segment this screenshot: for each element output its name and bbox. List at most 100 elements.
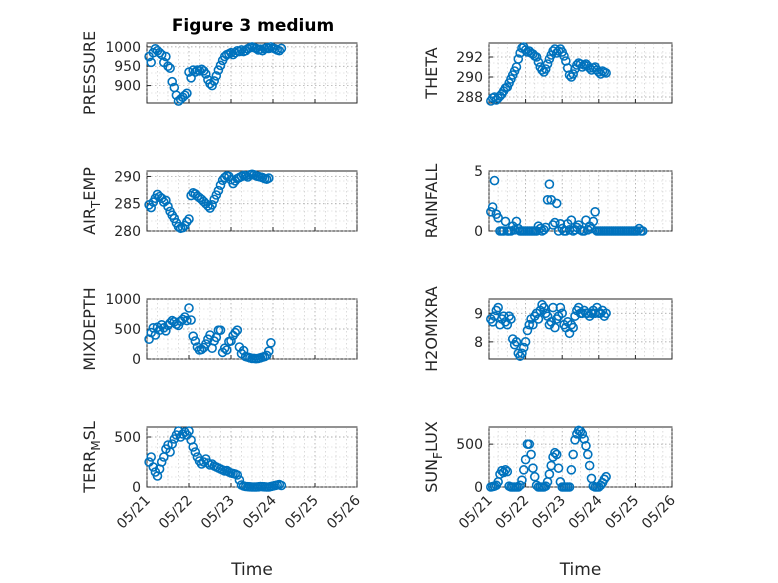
figure-title: Figure 3 medium (172, 16, 334, 36)
panel-theta: 292 290 288 THETA (422, 42, 673, 106)
y-tick-label: 292 (456, 50, 483, 66)
y-tick-label: 950 (114, 59, 141, 75)
data-point (190, 447, 201, 457)
panel-air-temp: 290 285 280 AIRTEMP (80, 167, 358, 240)
data-point (500, 216, 511, 227)
data-point (540, 481, 551, 491)
panel-h2omixra: 9 8 H2OMIXRA (422, 286, 673, 372)
y-tick-label: 500 (114, 322, 141, 338)
data-point (161, 51, 171, 62)
data-point (165, 63, 175, 73)
data-point (266, 337, 276, 348)
x-axis-label: Time (230, 560, 273, 580)
data-point (232, 325, 243, 336)
data-point (581, 441, 591, 451)
x-axis-label: Time (559, 560, 602, 580)
data-point (167, 439, 177, 449)
x-tick-label: 05/25 (602, 493, 642, 533)
data-point (529, 471, 540, 482)
data-point (489, 175, 500, 186)
y-tick-label: 8 (474, 335, 483, 351)
data-point (583, 449, 593, 460)
x-tick-label: 05/21 (456, 493, 496, 533)
data-point (238, 345, 249, 356)
data-point (531, 52, 542, 62)
data-point (550, 322, 560, 333)
y-axis-label: SUNFLUX (422, 421, 445, 493)
plot-area (146, 170, 358, 232)
y-axis-label: H2OMIXRA (422, 286, 441, 372)
y-axis-label: PRESSURE (80, 31, 99, 115)
data-point (526, 449, 536, 460)
panel-mixdepth: 1000 500 0 MIXDEPTH (80, 287, 358, 371)
data-point (544, 179, 555, 189)
data-point (513, 54, 524, 64)
y-tick-label: 288 (456, 90, 483, 106)
data-point (557, 308, 568, 319)
data-point (184, 426, 194, 436)
data-point (173, 221, 184, 232)
data-point (274, 45, 285, 56)
data-point (500, 465, 511, 475)
plot-area (488, 42, 673, 104)
data-point (524, 319, 535, 330)
data-point (506, 314, 516, 324)
data-point (211, 71, 222, 81)
data-point (524, 439, 535, 449)
data-point (542, 59, 553, 69)
data-point (207, 200, 217, 210)
data-point (584, 460, 595, 471)
x-tick-label: 05/21 (114, 493, 154, 533)
data-point (553, 463, 564, 473)
data-point (540, 64, 551, 74)
data-point (487, 202, 498, 212)
data-point (637, 226, 648, 236)
data-point (497, 465, 507, 476)
y-axis-label: TERRMSL (80, 421, 103, 494)
data-point (528, 463, 538, 473)
x-tick-label: 05/23 (529, 493, 569, 533)
y-tick-label: 5 (474, 164, 483, 180)
data-point (215, 60, 226, 71)
y-tick-label: 1000 (105, 292, 141, 308)
y-tick-label: 9 (474, 306, 483, 322)
data-point (502, 466, 513, 477)
data-point (564, 482, 575, 492)
data-point (542, 195, 553, 205)
data-point (163, 61, 173, 72)
y-tick-label: 285 (114, 197, 141, 213)
data-point (517, 475, 527, 485)
data-point (230, 327, 240, 338)
data-point (213, 185, 224, 196)
y-tick-label: 0 (474, 224, 483, 240)
x-tick-label: 05/25 (282, 493, 322, 533)
y-tick-label: 500 (114, 430, 141, 446)
data-point (568, 322, 578, 333)
data-point (486, 207, 496, 217)
data-point (522, 325, 533, 336)
data-point (180, 90, 190, 101)
data-point (555, 302, 566, 313)
data-point (570, 435, 580, 445)
data-point (263, 346, 274, 357)
data-point (190, 336, 201, 346)
data-point (146, 202, 156, 213)
panel-rainfall: 5 0 RAINFALL (422, 164, 673, 240)
data-point (601, 308, 611, 319)
data-point (161, 325, 171, 336)
data-point (146, 452, 156, 462)
data-point (188, 331, 198, 342)
data-point (515, 480, 525, 491)
data-point (203, 201, 213, 211)
x-tick-label: 05/24 (566, 492, 606, 532)
data-point (236, 45, 247, 55)
data-point (632, 226, 643, 236)
data-point (148, 462, 159, 472)
y-tick-label: 280 (114, 224, 141, 240)
data-point (544, 469, 555, 479)
y-tick-label: 1000 (105, 40, 141, 56)
data-point (566, 465, 577, 475)
y-tick-label: 0 (132, 480, 141, 496)
